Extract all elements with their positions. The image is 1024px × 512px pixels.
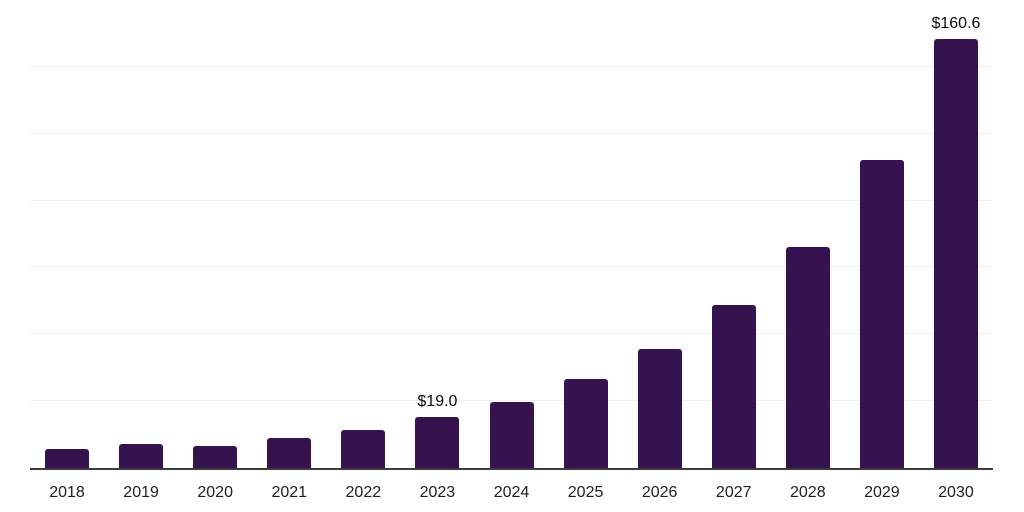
bar-2021 — [267, 437, 312, 468]
bar-value-label-2023: $19.0 — [417, 393, 458, 411]
x-axis-label-2030: 2030 — [938, 484, 974, 501]
bar-2027 — [711, 304, 756, 468]
x-axis-label-2028: 2028 — [790, 484, 826, 501]
bar-2025 — [563, 379, 608, 468]
x-axis-label-2025: 2025 — [567, 484, 604, 501]
bar-2029 — [859, 159, 904, 468]
plot-area: $19.0 $160.6 — [30, 0, 993, 470]
x-axis-label-2027: 2027 — [715, 484, 752, 501]
bar-2020 — [193, 445, 238, 468]
bar-2019 — [119, 444, 164, 468]
x-axis-label-2029: 2029 — [864, 484, 900, 501]
bar-2026 — [637, 349, 682, 468]
x-axis-label-2026: 2026 — [641, 484, 678, 501]
x-axis-label-2023: 2023 — [419, 484, 456, 501]
x-axis-label-2018: 2018 — [49, 484, 85, 501]
bar-2024 — [489, 401, 534, 468]
gridline — [30, 199, 993, 201]
bar-value-label-2030: $160.6 — [931, 14, 981, 32]
bar-2030 — [933, 38, 978, 468]
gridline — [30, 65, 993, 67]
gridline — [30, 333, 993, 335]
x-axis-label-2022: 2022 — [345, 484, 382, 501]
x-axis-label-2021: 2021 — [271, 484, 308, 501]
bar-2028 — [785, 246, 830, 468]
gridline — [30, 132, 993, 134]
gridline — [30, 266, 993, 268]
gridline — [30, 400, 993, 402]
bar-2018 — [45, 449, 90, 468]
bar-2022 — [341, 430, 386, 468]
x-axis-label-2019: 2019 — [123, 484, 159, 501]
x-axis: 2018 2019 2020 2021 2022 2023 2024 2025 2026 2027… — [30, 484, 993, 508]
x-axis-label-2020: 2020 — [197, 484, 233, 501]
x-axis-label-2024: 2024 — [493, 484, 530, 501]
bar-2023 — [415, 417, 460, 468]
